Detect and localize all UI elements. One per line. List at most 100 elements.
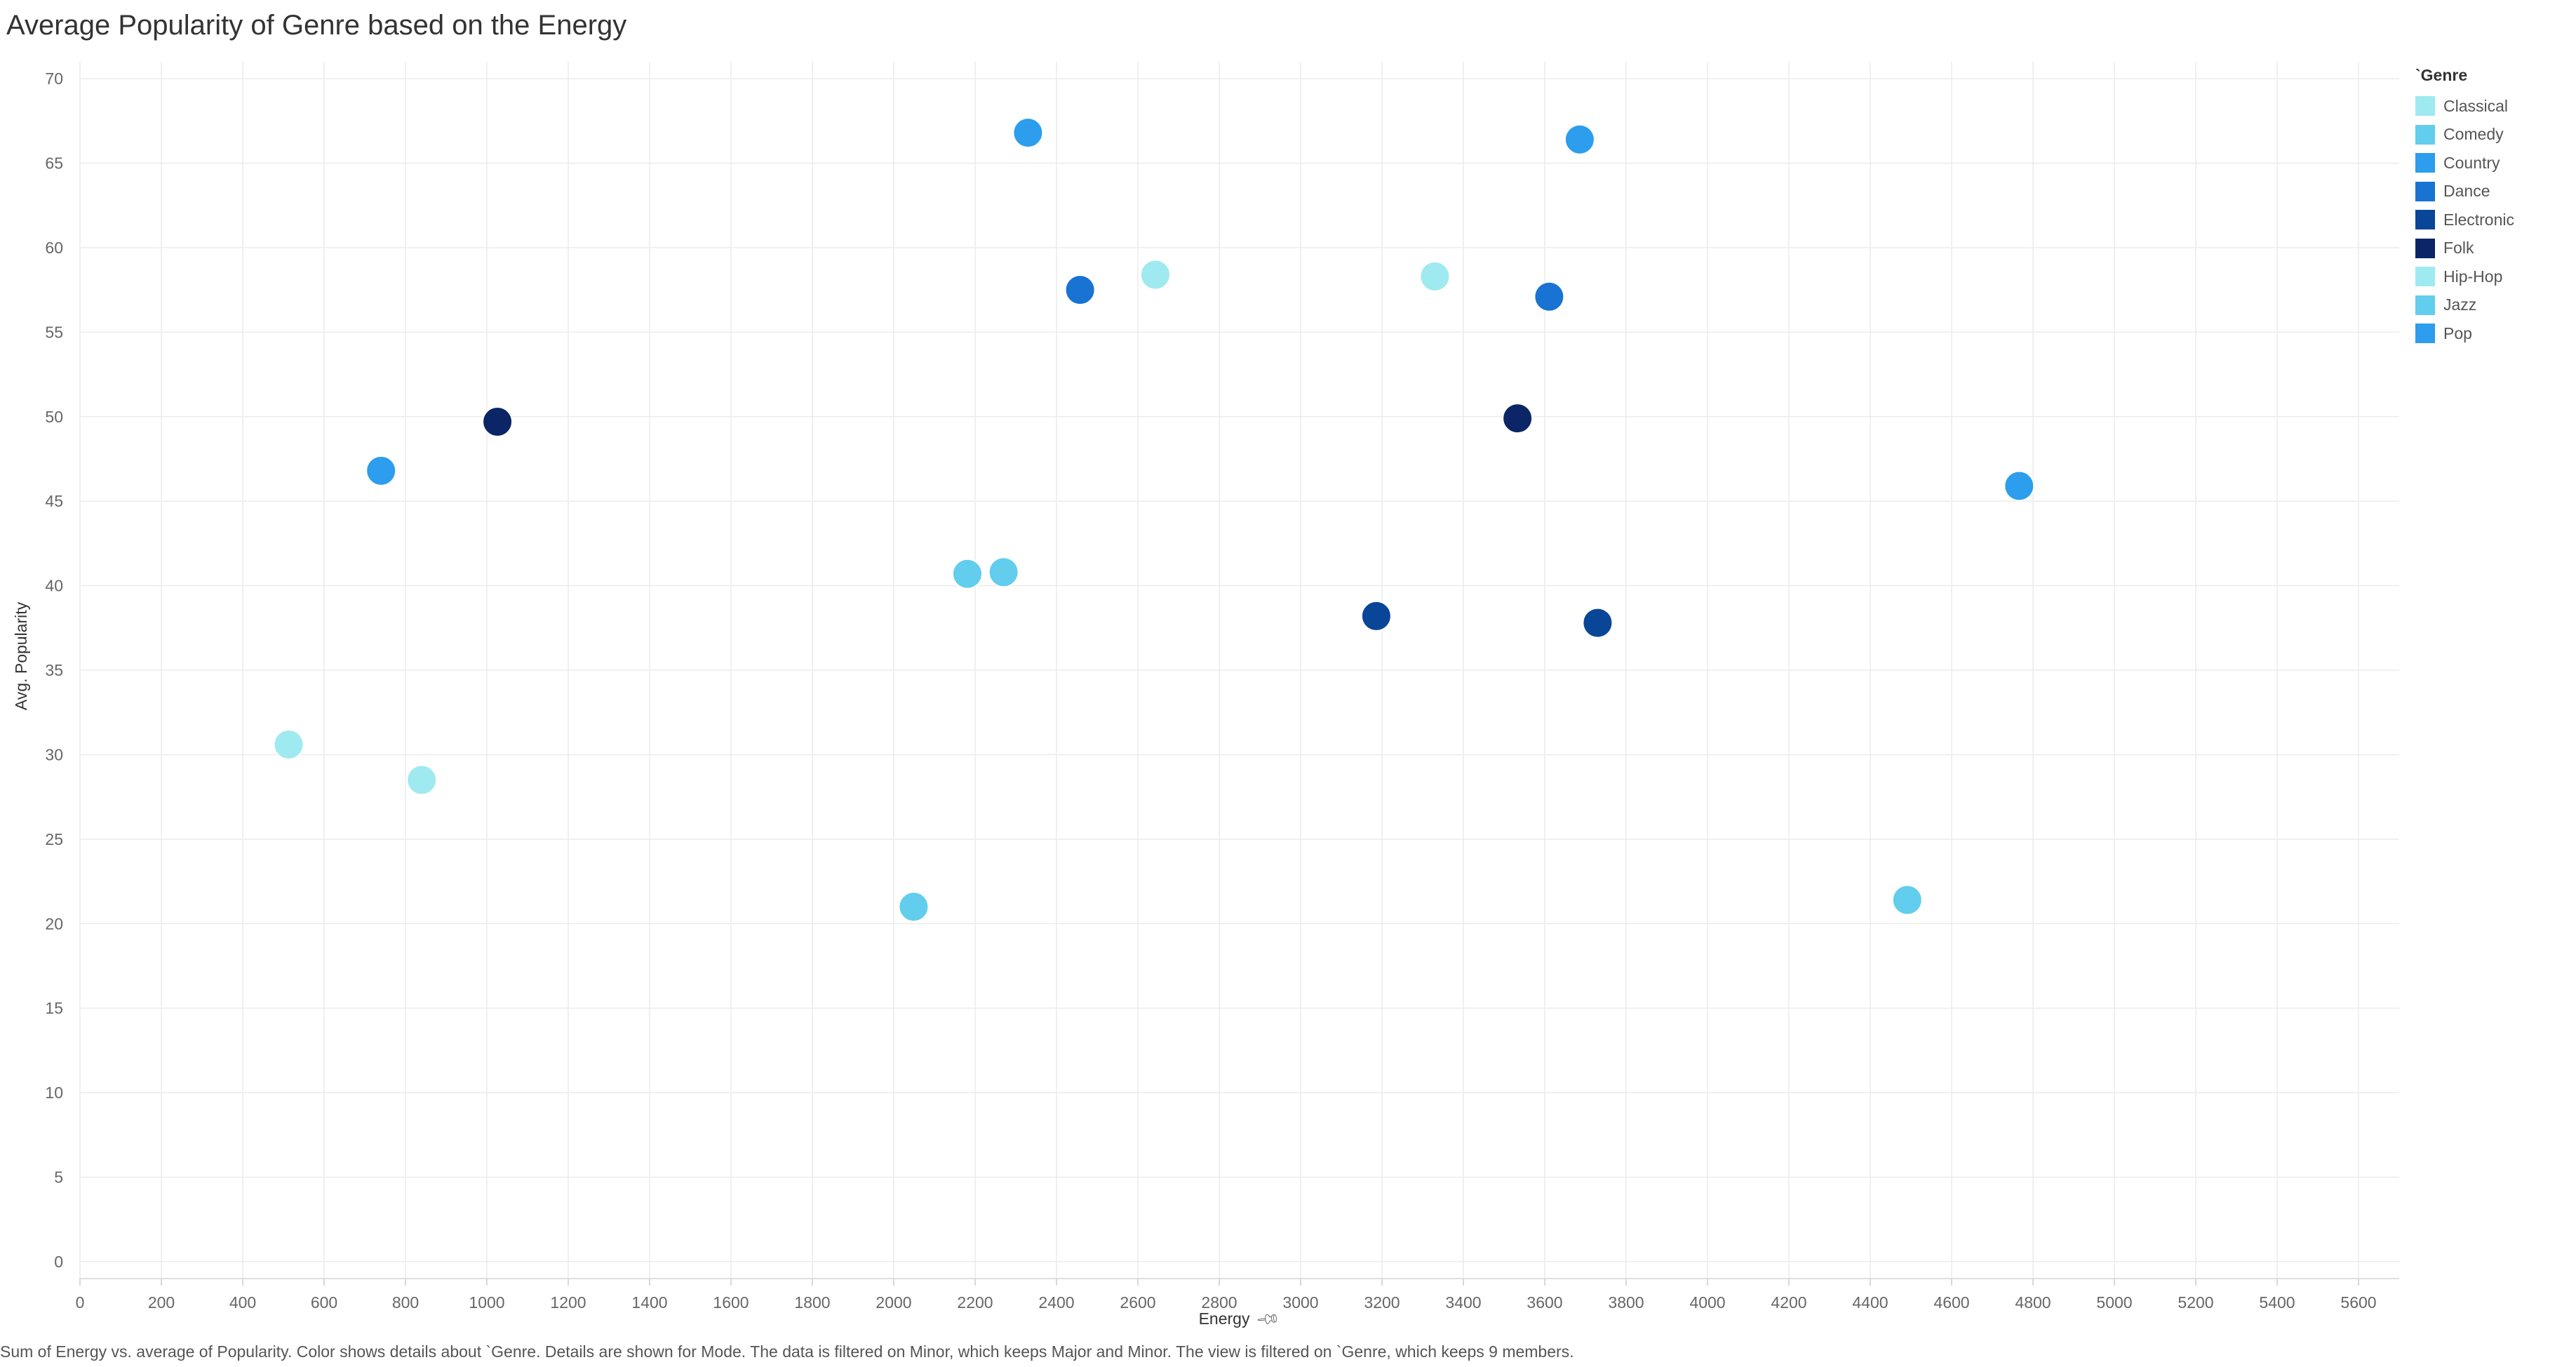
x-axis-label: Energy <box>1198 1309 1250 1328</box>
legend-item-jazz[interactable]: Jazz <box>2415 291 2570 320</box>
x-tick-label: 4200 <box>1771 1293 1806 1312</box>
y-tick-label: 25 <box>45 830 63 848</box>
legend-label: Jazz <box>2443 295 2477 314</box>
scatter-point-hip-hop[interactable] <box>1139 259 1171 291</box>
legend: `Genre Classical Comedy Country Dance Electr… <box>2415 66 2570 348</box>
grid <box>79 62 2399 1279</box>
x-tick-label: 3800 <box>1608 1293 1644 1312</box>
pin-icon[interactable]: 📌︎ <box>1255 1305 1282 1332</box>
scatter-point-jazz[interactable] <box>951 558 983 589</box>
legend-swatch <box>2415 295 2435 315</box>
y-tick-label: 30 <box>45 745 63 763</box>
scatter-point-dance[interactable] <box>1534 281 1565 312</box>
legend-label: Pop <box>2443 324 2472 342</box>
x-tick-label: 800 <box>392 1293 419 1312</box>
x-tick-label: 5600 <box>2340 1293 2376 1312</box>
y-tick-label: 5 <box>54 1168 63 1187</box>
x-tick-label: 2800 <box>1201 1293 1237 1312</box>
x-tick-label: 1200 <box>550 1293 586 1312</box>
x-tick-label: 5000 <box>2096 1293 2132 1312</box>
y-tick-label: 45 <box>45 492 63 510</box>
legend-label: Classical <box>2443 96 2509 115</box>
x-tick-label: 1400 <box>631 1293 667 1312</box>
legend-swatch <box>2415 210 2435 230</box>
x-tick-label: 4600 <box>1933 1293 1969 1312</box>
y-axis-label: Avg. Popularity <box>12 601 30 710</box>
y-tick-label: 50 <box>45 408 63 426</box>
x-tick-label: 4000 <box>1689 1293 1725 1312</box>
x-tick-label: 200 <box>148 1293 175 1312</box>
chart-caption: Sum of Energy vs. average of Popularity.… <box>0 1342 1574 1361</box>
y-tick-label: 20 <box>45 914 63 933</box>
scatter-point-classical[interactable] <box>273 728 304 760</box>
legend-swatch <box>2415 324 2435 344</box>
x-tick-label: 3000 <box>1282 1293 1318 1312</box>
legend-label: Electronic <box>2443 210 2514 229</box>
x-tick-label: 1600 <box>713 1293 749 1312</box>
legend-swatch <box>2415 124 2435 145</box>
x-tick-label: 3200 <box>1364 1293 1400 1312</box>
legend-item-pop[interactable]: Pop <box>2415 319 2570 348</box>
x-tick-label: 4800 <box>2015 1293 2051 1312</box>
legend-label: Country <box>2443 153 2500 172</box>
legend-item-dance[interactable]: Dance <box>2415 178 2570 206</box>
x-tick-label: 2600 <box>1120 1293 1155 1312</box>
scatter-point-country[interactable] <box>1564 124 1595 155</box>
y-tick-label: 0 <box>54 1253 63 1271</box>
x-tick-label: 600 <box>311 1293 337 1312</box>
legend-item-country[interactable]: Country <box>2415 149 2570 178</box>
y-tick-label: 70 <box>45 69 63 88</box>
y-tick-label: 55 <box>45 323 63 341</box>
x-tick-label: 3600 <box>1527 1293 1562 1312</box>
scatter-point-country[interactable] <box>365 455 397 486</box>
scatter-point-classical[interactable] <box>1419 260 1451 292</box>
x-tick-label: 3400 <box>1445 1293 1481 1312</box>
y-tick-label: 65 <box>45 154 63 173</box>
legend-label: Folk <box>2443 239 2474 258</box>
y-tick-label: 40 <box>45 577 63 595</box>
axes: 0 200 400 600 800 1000 1200 1400 1600 1800 2000 220… <box>45 69 2399 1312</box>
legend-item-electronic[interactable]: Electronic <box>2415 206 2570 234</box>
y-tick-label: 60 <box>45 239 63 257</box>
legend-item-folk[interactable]: Folk <box>2415 234 2570 263</box>
legend-swatch <box>2415 238 2435 258</box>
y-tick-label: 35 <box>45 661 63 679</box>
x-tick-label: 4400 <box>1852 1293 1888 1312</box>
legend-label: Hip-Hop <box>2443 267 2503 286</box>
legend-label: Dance <box>2443 182 2490 201</box>
x-axis-label-group: Energy 📌︎ <box>1198 1306 1282 1332</box>
scatter-point-dance[interactable] <box>1064 274 1096 306</box>
legend-swatch <box>2415 153 2435 173</box>
chart-title: Average Popularity of Genre based on the… <box>6 10 627 41</box>
scatter-point-folk[interactable] <box>482 406 514 437</box>
y-tick-label: 15 <box>45 999 63 1018</box>
legend-item-classical[interactable]: Classical <box>2415 92 2570 121</box>
x-tick-label: 0 <box>76 1293 85 1312</box>
x-tick-label: 1000 <box>469 1293 504 1312</box>
y-tick-label: 10 <box>45 1083 63 1102</box>
scatter-point-pop[interactable] <box>1012 117 1044 149</box>
x-tick-label: 1800 <box>794 1293 830 1312</box>
x-tick-label: 5200 <box>2178 1293 2213 1312</box>
scatter-point-comedy[interactable] <box>1891 884 1923 916</box>
x-tick-label: 2200 <box>957 1293 993 1312</box>
scatter-point-electronic[interactable] <box>1582 607 1614 639</box>
legend-swatch <box>2415 267 2435 287</box>
legend-title: `Genre <box>2415 66 2468 84</box>
scatter-point-hip-hop[interactable] <box>406 764 438 796</box>
x-tick-label: 5400 <box>2259 1293 2295 1312</box>
scatter-point-folk[interactable] <box>1502 403 1534 434</box>
legend-label: Comedy <box>2443 125 2504 144</box>
legend-swatch <box>2415 181 2435 201</box>
legend-swatch <box>2415 96 2435 116</box>
scatter-point-comedy[interactable] <box>988 556 1019 588</box>
legend-item-comedy[interactable]: Comedy <box>2415 121 2570 149</box>
data-points <box>273 117 2035 923</box>
scatter-point-pop[interactable] <box>2004 470 2035 502</box>
x-tick-label: 400 <box>229 1293 256 1312</box>
legend-item-hip-hop[interactable]: Hip-Hop <box>2415 262 2570 291</box>
scatter-point-electronic[interactable] <box>1360 600 1392 632</box>
scatter-point-jazz[interactable] <box>898 891 930 923</box>
x-tick-label: 2000 <box>876 1293 911 1312</box>
